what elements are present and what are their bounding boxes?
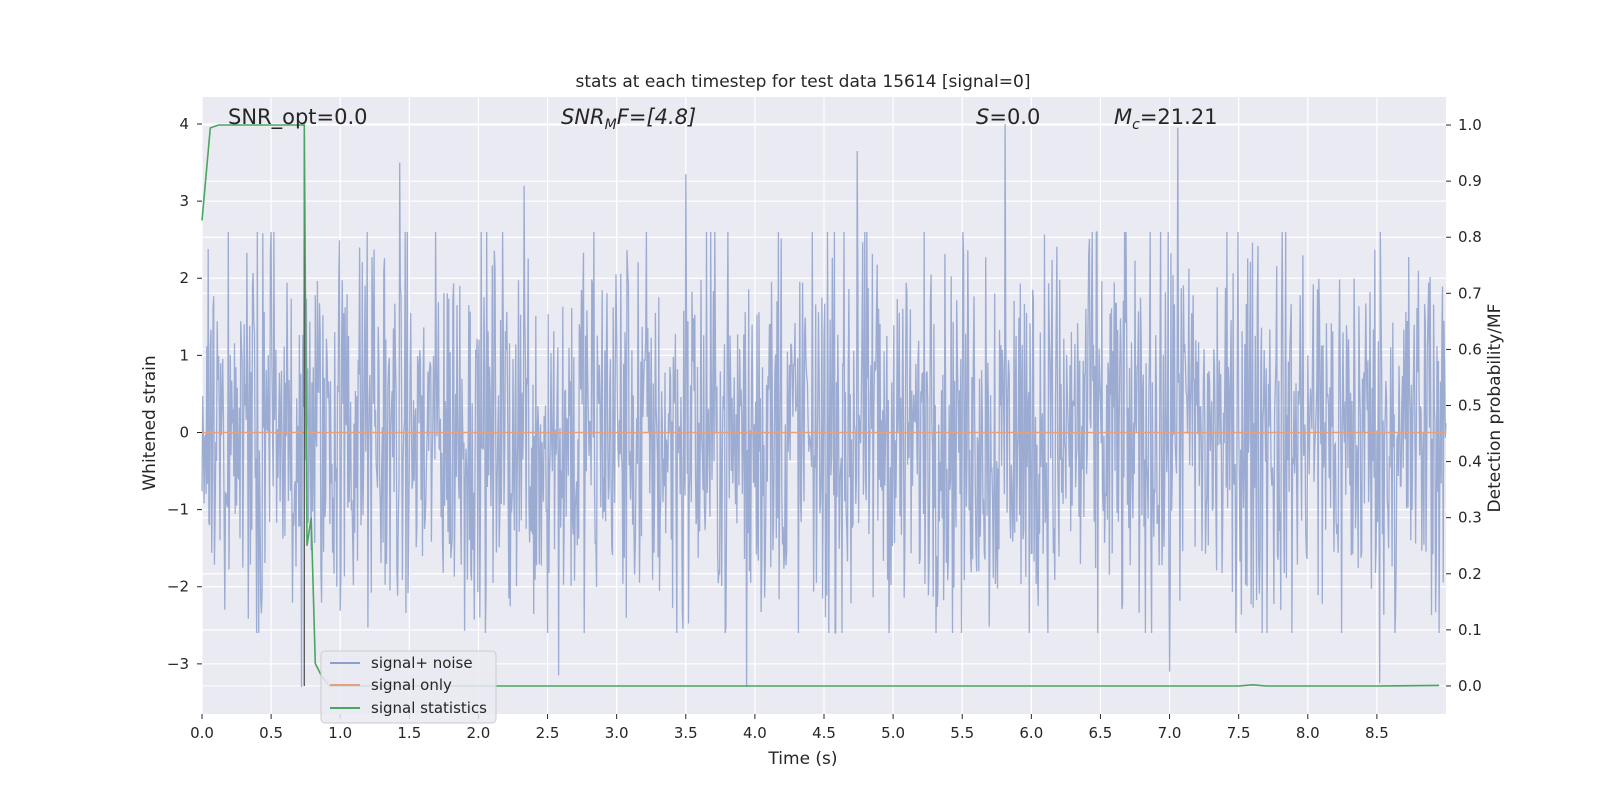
y-right-tick-label: 0.2 xyxy=(1458,565,1482,583)
x-tick-label: 7.5 xyxy=(1227,724,1251,742)
y-axis-label-right: Detection probability/MF xyxy=(1485,304,1505,513)
chart-title: stats at each timestep for test data 156… xyxy=(576,72,1031,92)
y-right-tick-label: 0.8 xyxy=(1458,228,1482,246)
legend-label-signal-noise: signal+ noise xyxy=(371,654,473,672)
x-axis: 0.0 0.5 1.0 1.5 2.0 2.5 3.0 3.5 4.0 4.5 5.0 5.5 6.0 6… xyxy=(190,714,1389,742)
y-left-tick-label: 3 xyxy=(179,192,189,210)
x-tick-label: 1.5 xyxy=(397,724,421,742)
y-right-tick-label: 0.6 xyxy=(1458,340,1482,358)
y-right-tick-label: 1.0 xyxy=(1458,116,1482,134)
x-tick-label: 5.5 xyxy=(950,724,974,742)
annotation-s-rest: =0.0 xyxy=(989,105,1040,129)
annotations: SNR_opt=0.0 SNRMF=[4.8] S=0.0 Mc=21.21 xyxy=(228,105,1218,133)
annotation-snr-mf-sub: M xyxy=(605,117,617,133)
y-axis-label-left: Whitened strain xyxy=(140,355,160,490)
x-tick-label: 7.0 xyxy=(1158,724,1182,742)
legend-label-signal-only: signal only xyxy=(371,676,452,694)
x-axis-label: Time (s) xyxy=(767,749,837,769)
annotation-s-base: S xyxy=(976,105,989,129)
annotation-snr-mf-base: SNR xyxy=(561,105,605,129)
y-right-tick-label: 0.3 xyxy=(1458,509,1482,527)
x-tick-label: 4.0 xyxy=(743,724,767,742)
y-right-tick-label: 0.7 xyxy=(1458,284,1482,302)
annotation-snr-mf-rest: F=[4.8] xyxy=(617,105,696,129)
y-left-tick-label: 0 xyxy=(179,423,189,441)
annotation-mc-sub: c xyxy=(1132,117,1140,133)
x-tick-label: 6.5 xyxy=(1089,724,1113,742)
x-tick-label: 0.5 xyxy=(259,724,283,742)
signal-noise-line xyxy=(201,123,1447,688)
x-tick-label: 2.5 xyxy=(536,724,560,742)
x-tick-label: 8.5 xyxy=(1365,724,1389,742)
annotation-s: S=0.0 xyxy=(976,105,1040,129)
y-axis-right: 0.0 0.1 0.2 0.3 0.4 0.5 0.6 0.7 0.8 0.9 1.0 xyxy=(1446,116,1482,695)
y-right-tick-label: 0.1 xyxy=(1458,621,1482,639)
x-tick-label: 6.0 xyxy=(1019,724,1043,742)
y-left-tick-label: 4 xyxy=(179,115,189,133)
legend-label-signal-statistics: signal statistics xyxy=(371,699,487,717)
y-right-tick-label: 0.5 xyxy=(1458,397,1482,415)
legend: signal+ noise signal only signal statist… xyxy=(320,650,497,724)
annotation-snr-opt: SNR_opt=0.0 xyxy=(228,105,368,130)
x-tick-label: 4.5 xyxy=(812,724,836,742)
y-left-tick-label: −2 xyxy=(167,578,189,596)
x-tick-label: 5.0 xyxy=(881,724,905,742)
y-right-tick-label: 0.9 xyxy=(1458,172,1482,190)
legend-box xyxy=(320,650,497,724)
y-left-tick-label: −1 xyxy=(167,501,189,519)
x-tick-label: 1.0 xyxy=(328,724,352,742)
x-tick-label: 3.5 xyxy=(674,724,698,742)
annotation-snr-mf: SNRMF=[4.8] xyxy=(561,105,696,133)
y-right-tick-label: 0.0 xyxy=(1458,677,1482,695)
annotation-mc-base: M xyxy=(1114,105,1132,129)
annotation-mc-rest: =21.21 xyxy=(1140,105,1218,129)
y-left-tick-label: 1 xyxy=(179,346,189,364)
y-left-tick-label: 2 xyxy=(179,269,189,287)
x-tick-label: 3.0 xyxy=(605,724,629,742)
x-tick-label: 8.0 xyxy=(1296,724,1320,742)
y-axis-left: −3 −2 −1 0 1 2 3 4 xyxy=(167,115,202,673)
y-right-tick-label: 0.4 xyxy=(1458,453,1482,471)
x-tick-label: 0.0 xyxy=(190,724,214,742)
annotation-mc: Mc=21.21 xyxy=(1114,105,1218,133)
y-left-tick-label: −3 xyxy=(167,655,189,673)
signal-noise-series xyxy=(201,123,1447,688)
x-tick-label: 2.0 xyxy=(467,724,491,742)
